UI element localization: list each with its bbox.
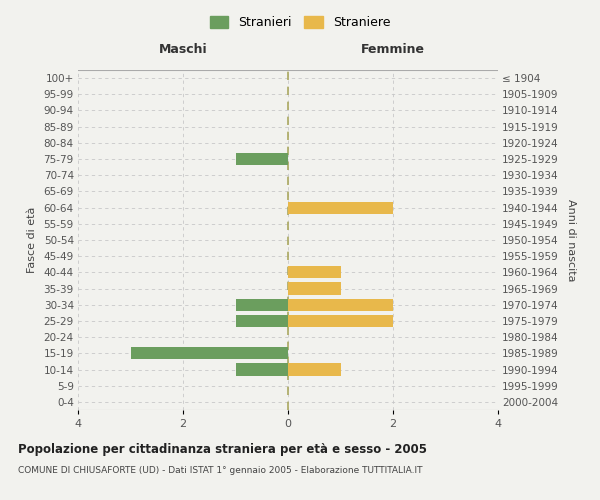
Bar: [288, 266, 341, 278]
Text: Popolazione per cittadinanza straniera per età e sesso - 2005: Popolazione per cittadinanza straniera p…: [18, 442, 427, 456]
Bar: [235, 364, 288, 376]
Bar: [235, 315, 288, 327]
Y-axis label: Fasce di età: Fasce di età: [26, 207, 37, 273]
Bar: [235, 298, 288, 311]
Bar: [288, 315, 393, 327]
Text: Maschi: Maschi: [158, 44, 208, 57]
Bar: [235, 153, 288, 165]
Legend: Stranieri, Straniere: Stranieri, Straniere: [205, 11, 395, 34]
Text: COMUNE DI CHIUSAFORTE (UD) - Dati ISTAT 1° gennaio 2005 - Elaborazione TUTTITALI: COMUNE DI CHIUSAFORTE (UD) - Dati ISTAT …: [18, 466, 422, 475]
Bar: [130, 348, 288, 360]
Bar: [288, 298, 393, 311]
Y-axis label: Anni di nascita: Anni di nascita: [566, 198, 576, 281]
Text: Femmine: Femmine: [361, 44, 425, 57]
Bar: [288, 364, 341, 376]
Bar: [288, 202, 393, 213]
Bar: [288, 282, 341, 294]
